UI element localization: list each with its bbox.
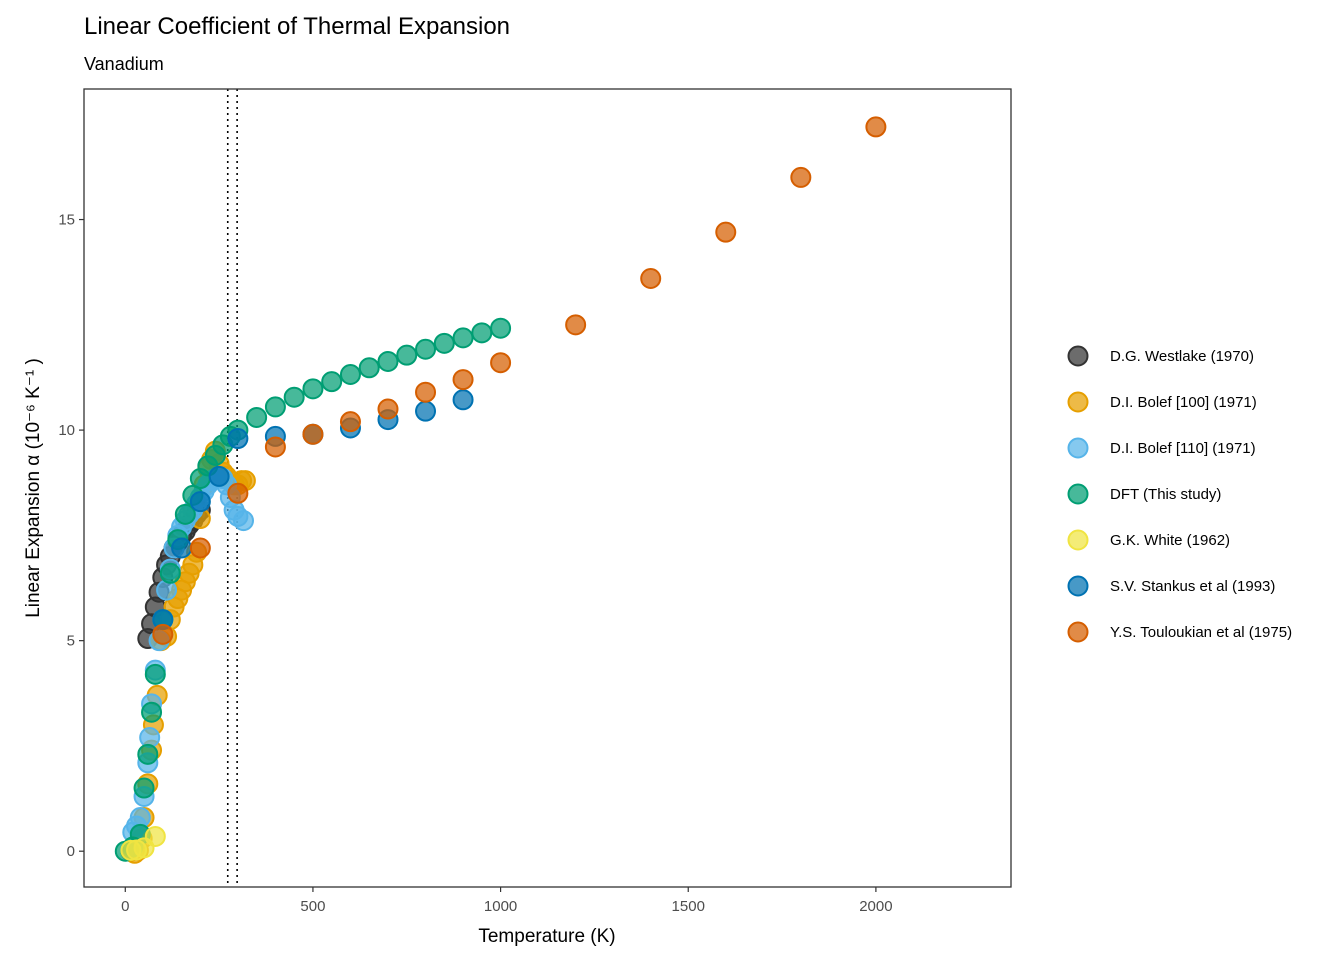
- series-5: [120, 825, 166, 861]
- legend-item: G.K. White (1962): [1067, 529, 1230, 551]
- data-point: [339, 364, 361, 386]
- data-point: [452, 369, 474, 391]
- data-point: [452, 327, 474, 349]
- legend-label: D.G. Westlake (1970): [1110, 348, 1254, 365]
- x-tick-label: 2000: [859, 898, 892, 915]
- legend-item: Y.S. Touloukian et al (1975): [1067, 621, 1292, 643]
- legend-item: DFT (This study): [1067, 483, 1221, 505]
- x-tick-label: 500: [300, 898, 325, 915]
- reference-lines: [226, 89, 238, 887]
- data-point: [189, 491, 211, 513]
- data-point: [302, 423, 324, 445]
- legend-label: D.I. Bolef [100] (1971): [1110, 394, 1257, 411]
- y-tick-label: 5: [67, 633, 75, 650]
- legend-key: [1067, 437, 1089, 459]
- data-point: [396, 344, 418, 366]
- legend-key: [1067, 483, 1089, 505]
- data-point: [133, 777, 155, 799]
- data-point: [415, 381, 437, 403]
- chart-title: Linear Coefficient of Thermal Expansion: [84, 13, 510, 40]
- legend: D.G. Westlake (1970) D.I. Bolef [100] (19…: [1067, 345, 1292, 643]
- legend-key: [1067, 345, 1089, 367]
- data-point: [640, 267, 662, 289]
- data-point: [144, 663, 166, 685]
- legend-item: D.G. Westlake (1970): [1067, 345, 1254, 367]
- data-point: [171, 537, 193, 559]
- x-tick-label: 1000: [484, 898, 517, 915]
- data-point: [283, 386, 305, 408]
- data-point: [208, 465, 230, 487]
- data-point: [415, 338, 437, 360]
- data-point: [415, 400, 437, 422]
- y-tick-label: 0: [67, 843, 75, 860]
- data-point: [264, 436, 286, 458]
- legend-key: [1067, 575, 1089, 597]
- data-point: [189, 537, 211, 559]
- data-point: [433, 332, 455, 354]
- legend-item: S.V. Stankus et al (1993): [1067, 575, 1275, 597]
- data-point: [137, 743, 159, 765]
- data-point: [227, 482, 249, 504]
- data-point: [471, 322, 493, 344]
- data-point: [358, 357, 380, 379]
- chart-subtitle: Vanadium: [84, 54, 164, 74]
- data-point: [490, 352, 512, 374]
- data-point: [377, 398, 399, 420]
- data-point: [156, 579, 178, 601]
- legend-key: [1067, 529, 1089, 551]
- data-point: [159, 562, 181, 584]
- data-point: [141, 701, 163, 723]
- legend-label: S.V. Stankus et al (1993): [1110, 578, 1275, 595]
- legend-key: [1067, 621, 1089, 643]
- data-point: [233, 510, 255, 532]
- series-7: [152, 116, 887, 645]
- data-point: [339, 411, 361, 433]
- x-tick-label: 0: [121, 898, 129, 915]
- data-point: [377, 350, 399, 372]
- data-point: [490, 317, 512, 339]
- data-point: [715, 221, 737, 243]
- legend-label: Y.S. Touloukian et al (1975): [1110, 624, 1292, 641]
- data-point: [865, 116, 887, 138]
- data-point: [264, 396, 286, 418]
- legend-item: D.I. Bolef [100] (1971): [1067, 391, 1257, 413]
- series-4: [114, 317, 512, 862]
- legend-label: G.K. White (1962): [1110, 532, 1230, 549]
- x-axis-title: Temperature (K): [478, 926, 615, 947]
- data-point: [790, 166, 812, 188]
- data-point: [302, 378, 324, 400]
- data-point: [321, 371, 343, 393]
- data-point: [565, 314, 587, 336]
- legend-label: D.I. Bolef [110] (1971): [1110, 440, 1256, 457]
- data-point: [452, 389, 474, 411]
- x-tick-label: 1500: [672, 898, 705, 915]
- legend-item: D.I. Bolef [110] (1971): [1067, 437, 1256, 459]
- legend-label: DFT (This study): [1110, 486, 1221, 503]
- plot-border: [83, 88, 1012, 888]
- x-axis: 0 500 1000 1500 2000: [121, 887, 893, 915]
- data-points: [114, 116, 887, 864]
- y-axis: 0 5 10 15: [58, 212, 84, 860]
- data-point: [246, 406, 268, 428]
- y-tick-label: 10: [58, 422, 75, 439]
- data-point: [227, 428, 249, 450]
- y-tick-label: 15: [58, 212, 75, 229]
- data-point: [144, 825, 166, 847]
- data-point: [152, 623, 174, 645]
- y-axis-title: Linear Expansion α (10⁻⁶ K⁻¹ ): [23, 358, 44, 618]
- legend-key: [1067, 391, 1089, 413]
- data-point: [174, 503, 196, 525]
